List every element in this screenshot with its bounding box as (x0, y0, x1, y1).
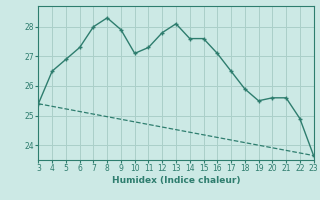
X-axis label: Humidex (Indice chaleur): Humidex (Indice chaleur) (112, 176, 240, 185)
